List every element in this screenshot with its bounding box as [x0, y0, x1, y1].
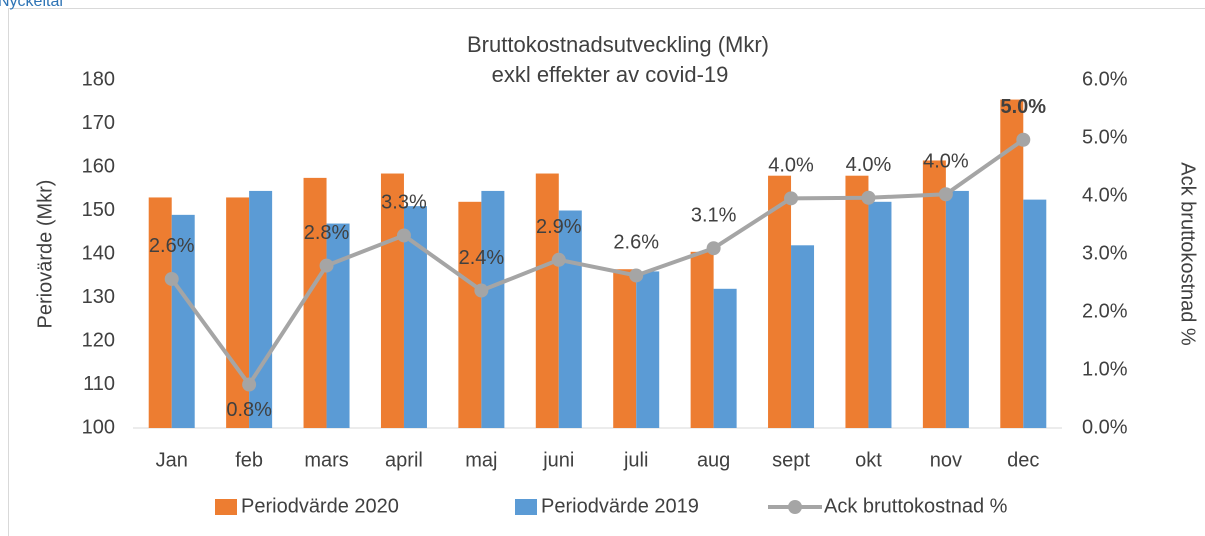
- y2-tick-label: 5.0%: [1082, 126, 1128, 148]
- y-tick-label: 120: [82, 329, 115, 351]
- x-tick-label: mars: [304, 449, 348, 471]
- data-label: 3.3%: [381, 192, 427, 214]
- line-marker: [938, 187, 953, 202]
- legend-swatch: [788, 500, 802, 514]
- line-marker: [706, 241, 721, 256]
- line-marker: [242, 377, 257, 392]
- data-label: 0.8%: [226, 399, 272, 421]
- x-tick-label: maj: [465, 449, 497, 471]
- line-marker: [319, 258, 334, 273]
- legend-label: Ack bruttokostnad %: [824, 495, 1008, 517]
- y-tick-label: 130: [82, 286, 115, 308]
- bar: [458, 201, 482, 428]
- y-axis-title: Periovärde (Mkr): [34, 180, 56, 329]
- data-label: 2.9%: [536, 216, 582, 238]
- bar: [535, 173, 559, 428]
- bar: [845, 175, 869, 428]
- bar: [226, 197, 250, 428]
- x-tick-label: sept: [772, 449, 810, 471]
- line: [170, 138, 1025, 389]
- data-label: 2.4%: [459, 247, 505, 269]
- bar: [613, 269, 637, 428]
- y2-tick-label: 4.0%: [1082, 184, 1128, 206]
- bar: [690, 251, 714, 428]
- legend-swatch: [515, 499, 537, 515]
- bar: [1000, 99, 1024, 428]
- data-label: 3.1%: [691, 204, 737, 226]
- line-marker: [164, 271, 179, 286]
- data-label: 4.0%: [923, 151, 969, 173]
- line-marker: [474, 283, 489, 298]
- y-tick-label: 110: [83, 373, 115, 395]
- x-tick-label: nov: [930, 449, 962, 471]
- bar: [481, 190, 505, 428]
- x-tick-label: dec: [1007, 449, 1039, 471]
- x-tick-label: aug: [697, 449, 730, 471]
- data-label: 2.6%: [149, 235, 195, 257]
- bar: [945, 190, 969, 428]
- bar: [868, 201, 892, 428]
- bar: [303, 177, 327, 428]
- line-marker: [861, 190, 876, 205]
- bar: [636, 271, 660, 428]
- x-tick-label: okt: [855, 449, 882, 471]
- line-marker: [396, 228, 411, 243]
- header-title: Nyckeltal: [0, 0, 63, 10]
- x-tick-label: feb: [235, 449, 263, 471]
- chart-title: exkl effekter av covid-19: [492, 62, 729, 87]
- bar: [558, 210, 582, 428]
- x-tick-label: Jan: [156, 449, 188, 471]
- data-label: 5.0%: [1000, 96, 1046, 118]
- bar: [148, 197, 172, 428]
- legend-label: Periodvärde 2020: [241, 495, 399, 517]
- y2-tick-label: 6.0%: [1082, 68, 1128, 90]
- x-tick-label: april: [385, 449, 423, 471]
- y2-tick-label: 1.0%: [1082, 358, 1128, 380]
- y-tick-label: 180: [82, 68, 115, 90]
- chart-title: Bruttokostnadsutveckling (Mkr): [467, 32, 769, 57]
- bar: [249, 190, 273, 428]
- bar: [768, 175, 792, 428]
- data-label: 4.0%: [846, 154, 892, 176]
- line-marker: [1016, 132, 1031, 147]
- bar: [713, 288, 737, 428]
- data-label: 2.6%: [613, 232, 659, 254]
- bar: [326, 223, 350, 428]
- x-tick-label: juli: [623, 449, 648, 471]
- legend-label: Periodvärde 2019: [541, 495, 699, 517]
- legend-swatch: [215, 499, 237, 515]
- bar: [922, 160, 946, 428]
- bar: [403, 206, 427, 428]
- y2-tick-label: 2.0%: [1082, 300, 1128, 322]
- x-tick-label: juni: [542, 449, 574, 471]
- y2-tick-label: 0.0%: [1082, 416, 1128, 438]
- data-label: 2.8%: [304, 222, 350, 244]
- y2-tick-label: 3.0%: [1082, 242, 1128, 264]
- bar: [791, 245, 815, 428]
- line-marker: [551, 252, 566, 267]
- y-tick-label: 100: [82, 416, 115, 438]
- data-label: 4.0%: [768, 155, 814, 177]
- y-tick-label: 150: [82, 199, 115, 221]
- line-marker: [629, 268, 644, 283]
- bar: [171, 214, 195, 428]
- bar: [1023, 199, 1047, 428]
- y-tick-label: 160: [82, 155, 115, 177]
- y-tick-label: 170: [82, 112, 115, 134]
- y2-axis-title: Ack bruttokostnad %: [1177, 162, 1199, 346]
- line-marker: [784, 191, 799, 206]
- chart-frame: [8, 8, 1205, 536]
- y-tick-label: 140: [82, 242, 115, 264]
